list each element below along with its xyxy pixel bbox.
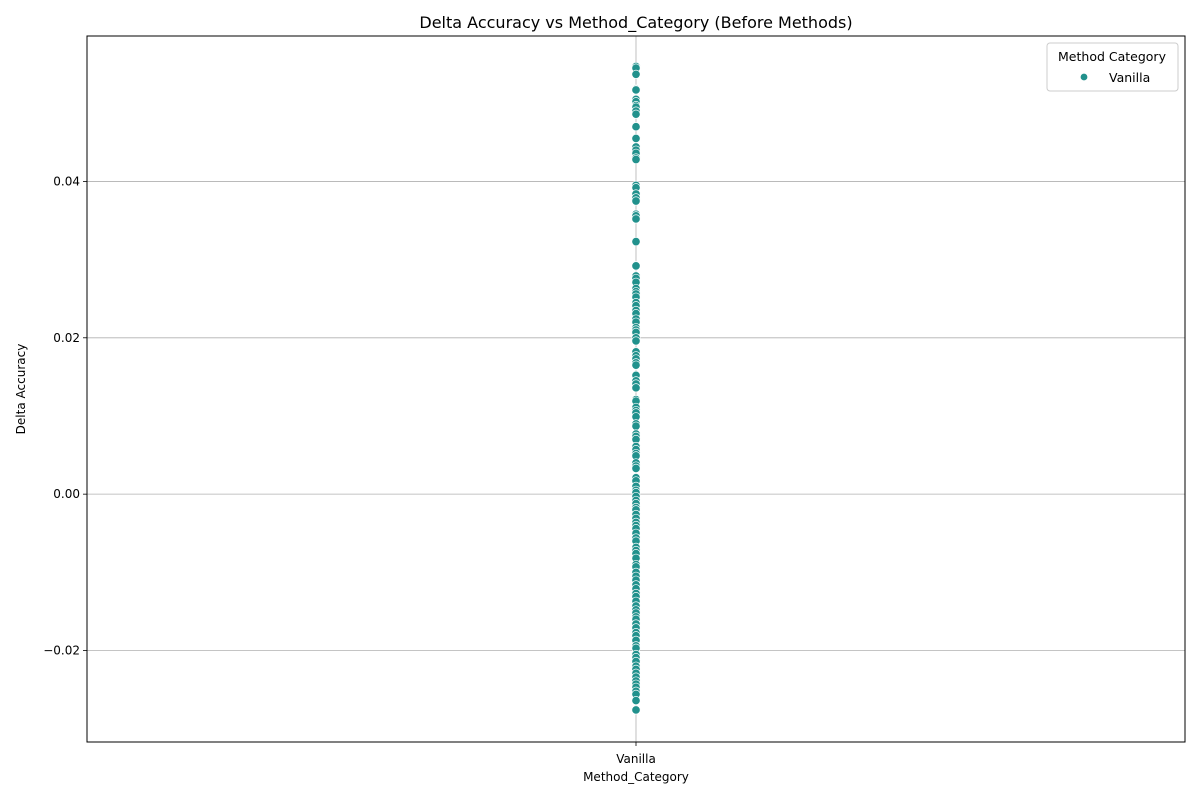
y-axis-label: Delta Accuracy [14, 344, 28, 435]
legend-label-vanilla: Vanilla [1109, 70, 1150, 85]
data-point [631, 421, 641, 431]
data-point [631, 336, 641, 346]
x-tick-label: Vanilla [616, 752, 656, 766]
legend: Method Category Vanilla [1046, 42, 1179, 92]
data-point [631, 154, 641, 165]
data-point [631, 214, 641, 224]
y-tick-label: 0.02 [53, 331, 80, 345]
legend-title: Method Category [1058, 49, 1167, 64]
data-point [631, 705, 641, 715]
x-axis-label: Method_Category [583, 770, 689, 784]
y-tick-label: 0.00 [53, 487, 80, 501]
y-tick-label: 0.04 [53, 174, 80, 188]
legend-marker-vanilla [1079, 72, 1089, 82]
x-axis-ticks: Vanilla [616, 742, 656, 766]
data-point [631, 383, 641, 393]
data-point [631, 196, 641, 206]
y-axis-ticks: −0.02 0.00 0.02 0.04 [43, 174, 87, 658]
data-points [631, 61, 641, 715]
data-point [631, 85, 641, 95]
data-point [631, 109, 641, 119]
data-point [631, 69, 641, 79]
data-point [631, 133, 641, 143]
data-point [631, 360, 641, 370]
data-point [631, 261, 641, 271]
data-point [631, 463, 641, 473]
data-point [631, 122, 641, 132]
data-point [631, 237, 641, 247]
y-tick-label: −0.02 [43, 644, 80, 658]
chart-title: Delta Accuracy vs Method_Category (Befor… [419, 13, 852, 33]
data-point [631, 696, 641, 706]
legend-frame [1046, 42, 1179, 92]
